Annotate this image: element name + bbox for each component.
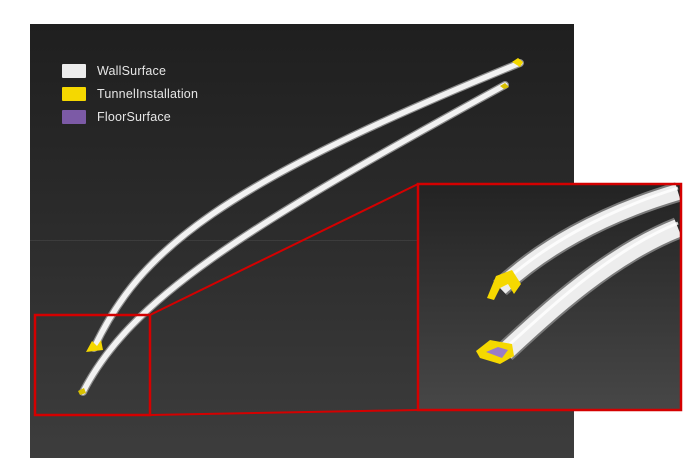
legend-label-wall-surface: WallSurface: [97, 64, 167, 78]
lower-tube-start-installation: [78, 388, 86, 395]
lower-tube-end-installation: [500, 83, 509, 89]
upper-tube-end-installation: [512, 58, 523, 67]
zoom-connector-top: [149, 183, 419, 316]
legend-swatch-floor-surface: [62, 110, 86, 124]
inset-upper-installation: [487, 270, 521, 300]
zoom-source-box: [33, 313, 152, 417]
legend-item-floor-surface: FloorSurface: [62, 106, 198, 128]
lower-tunnel-tube: [79, 81, 509, 396]
upper-tunnel-tube: [90, 59, 524, 352]
inset-floor-surface: [486, 347, 508, 358]
zoom-inset-panel: [416, 182, 683, 412]
legend-swatch-wall-surface: [62, 64, 86, 78]
legend-swatch-tunnel-installation: [62, 87, 86, 101]
legend-item-tunnel-installation: TunnelInstallation: [62, 83, 198, 105]
zoom-connector-bottom: [149, 409, 419, 416]
legend-label-floor-surface: FloorSurface: [97, 110, 171, 124]
legend-item-wall-surface: WallSurface: [62, 60, 198, 82]
legend-label-tunnel-installation: TunnelInstallation: [97, 87, 199, 101]
upper-tube-start-installation: [86, 340, 103, 352]
legend: WallSurface TunnelInstallation FloorSurf…: [62, 60, 198, 129]
